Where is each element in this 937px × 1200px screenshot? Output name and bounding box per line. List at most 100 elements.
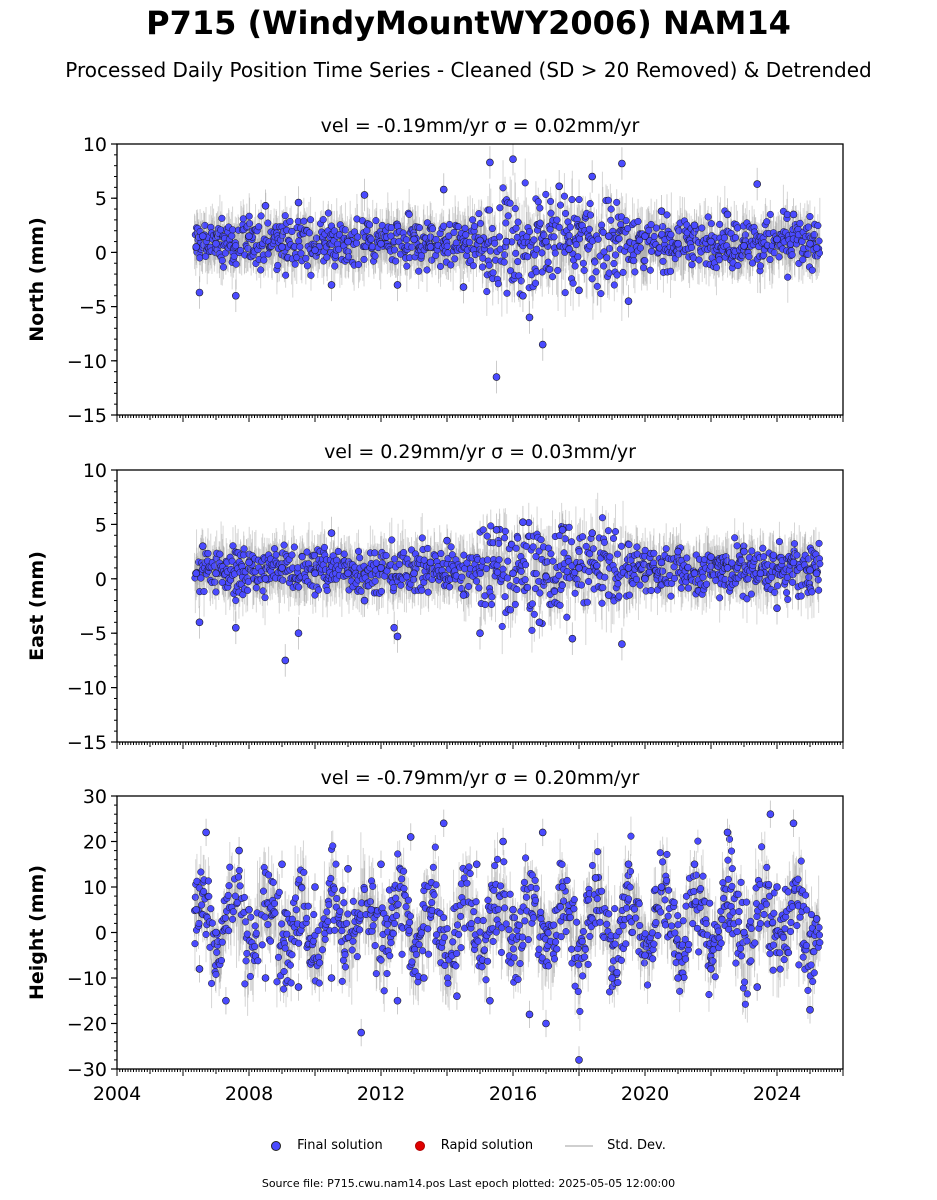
data-point xyxy=(303,262,311,270)
data-point xyxy=(244,578,252,586)
series-point xyxy=(492,373,501,381)
data-point xyxy=(458,573,466,581)
data-point xyxy=(387,232,395,240)
data-point xyxy=(397,581,405,589)
data-point xyxy=(659,257,667,265)
data-point xyxy=(798,237,806,246)
data-point xyxy=(619,268,627,276)
data-point xyxy=(593,282,601,290)
final-solution-points xyxy=(191,514,824,634)
data-point xyxy=(447,261,455,269)
data-point xyxy=(298,553,306,561)
data-point xyxy=(588,275,596,283)
data-point xyxy=(388,536,396,544)
data-point xyxy=(424,588,432,596)
data-point xyxy=(504,212,512,220)
data-point xyxy=(479,254,487,262)
series-point xyxy=(588,172,597,181)
data-point xyxy=(420,556,428,564)
data-point xyxy=(574,253,582,261)
data-point xyxy=(808,266,816,274)
data-point xyxy=(217,226,225,234)
data-point xyxy=(634,217,642,226)
data-point xyxy=(704,213,712,221)
data-point xyxy=(532,268,540,276)
data-point xyxy=(640,264,648,272)
data-point xyxy=(475,210,483,218)
data-point xyxy=(319,216,327,224)
y-tick-label: −5 xyxy=(79,297,107,319)
data-point xyxy=(264,250,272,258)
data-point xyxy=(572,241,580,249)
series-point xyxy=(624,297,633,305)
data-point xyxy=(371,252,379,260)
data-point xyxy=(521,179,529,187)
data-point xyxy=(512,249,520,257)
data-point xyxy=(506,199,514,207)
data-point xyxy=(211,578,219,586)
data-point xyxy=(585,225,593,233)
data-point xyxy=(264,219,272,227)
data-point xyxy=(605,269,613,277)
data-point xyxy=(536,204,544,212)
data-point xyxy=(495,233,504,241)
data-point xyxy=(756,262,764,270)
data-point xyxy=(445,232,453,240)
data-point xyxy=(392,257,400,265)
chart-title: P715 (WindyMountWY2006) NAM14 xyxy=(146,4,791,42)
data-point xyxy=(476,569,485,578)
data-point xyxy=(489,269,497,277)
data-point xyxy=(446,220,454,229)
data-point xyxy=(544,258,552,266)
data-point xyxy=(462,231,470,239)
data-point xyxy=(200,587,208,596)
data-point xyxy=(483,288,491,296)
series-point xyxy=(360,191,369,199)
data-point xyxy=(405,210,413,218)
data-point xyxy=(415,267,423,275)
data-point xyxy=(259,587,267,595)
data-point xyxy=(281,212,289,220)
data-point xyxy=(291,260,299,268)
data-point xyxy=(432,235,440,243)
data-point xyxy=(507,267,515,275)
data-point xyxy=(436,262,445,270)
data-point xyxy=(799,256,807,264)
data-point xyxy=(472,577,481,585)
data-point xyxy=(500,258,508,266)
data-point xyxy=(586,200,594,208)
data-point xyxy=(340,550,348,558)
data-point xyxy=(741,231,749,239)
data-point xyxy=(252,584,260,592)
data-point xyxy=(447,543,455,551)
series-point xyxy=(377,239,385,248)
data-point xyxy=(647,247,656,255)
data-point xyxy=(720,234,728,242)
series-point xyxy=(245,232,253,240)
data-point xyxy=(482,565,490,573)
data-point xyxy=(571,262,579,270)
data-point xyxy=(295,237,303,245)
data-point xyxy=(450,228,458,236)
data-point xyxy=(360,255,368,264)
data-point xyxy=(766,210,774,218)
data-point xyxy=(494,280,502,288)
data-point xyxy=(499,184,507,192)
data-point xyxy=(230,252,238,260)
data-point xyxy=(591,258,599,266)
data-point xyxy=(468,216,477,224)
data-point xyxy=(461,224,469,232)
data-point xyxy=(465,238,473,246)
data-point xyxy=(652,224,660,232)
panel-title: vel = -0.19mm/yr σ = 0.02mm/yr xyxy=(321,115,640,137)
data-point xyxy=(352,239,361,247)
data-point xyxy=(517,277,525,285)
data-point xyxy=(488,224,496,233)
data-point xyxy=(667,231,675,239)
data-point xyxy=(465,582,473,591)
data-point xyxy=(603,254,611,262)
data-point xyxy=(592,268,600,276)
data-point xyxy=(599,228,607,236)
series-point xyxy=(476,236,484,245)
y-axis-label: North (mm) xyxy=(26,217,48,342)
